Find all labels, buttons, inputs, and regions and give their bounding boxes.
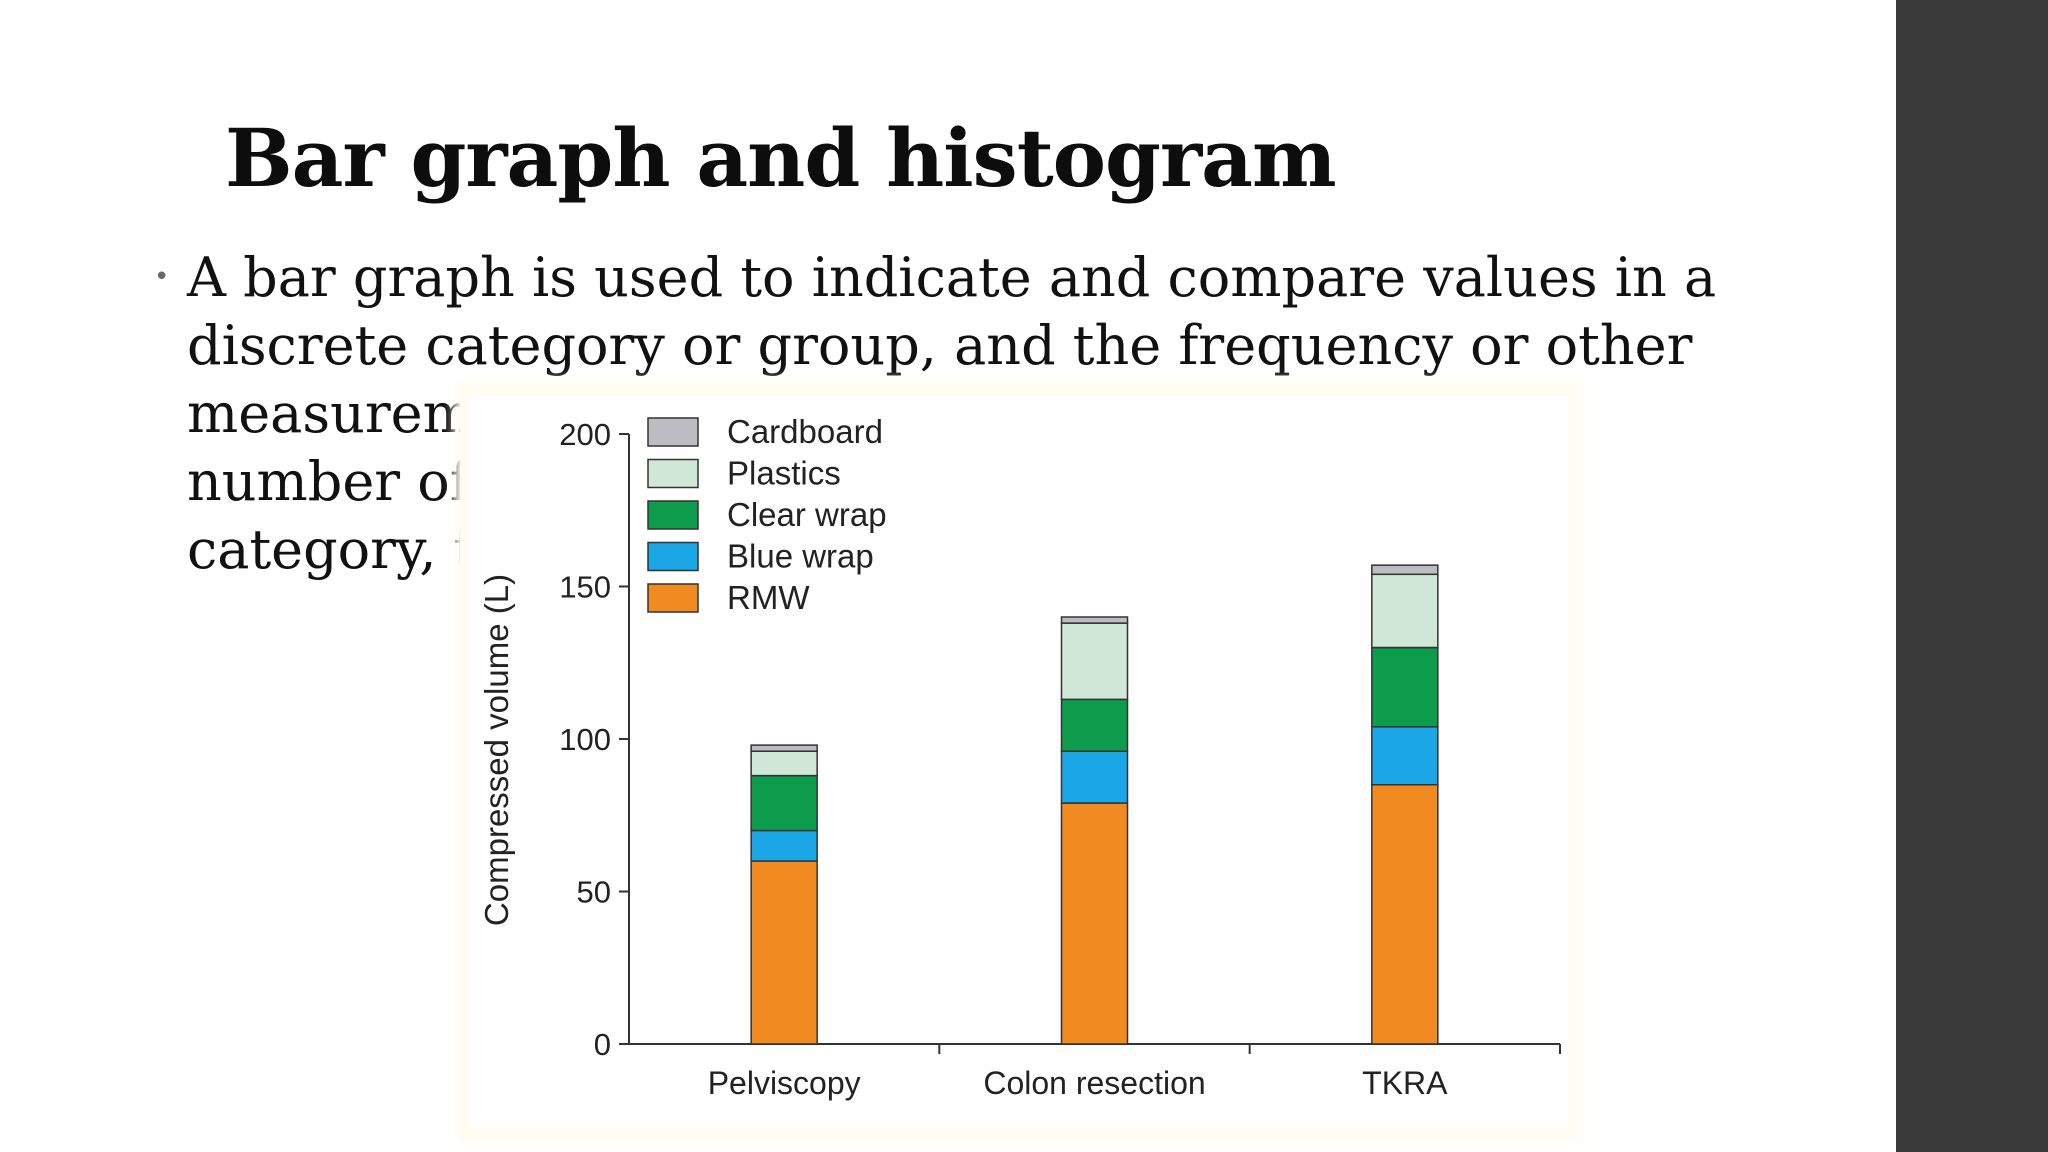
legend-swatch [647, 583, 699, 613]
legend-swatch [647, 541, 699, 572]
x-tick-label: Colon resection [983, 1065, 1205, 1101]
legend-label: Clear wrap [727, 496, 887, 533]
bar-segment [1060, 802, 1129, 1045]
bar-segment [750, 829, 818, 862]
bar-segment [1060, 750, 1129, 804]
y-tick-label: 200 [559, 417, 611, 452]
y-tick-label: 150 [559, 570, 611, 605]
legend-label: Cardboard [727, 413, 883, 450]
side-panel [1896, 0, 2048, 1152]
bar-segment [1371, 784, 1439, 1045]
legend-swatch [647, 500, 699, 530]
legend-label: RMW [727, 579, 810, 616]
y-tick-label: 0 [594, 1027, 611, 1062]
bar-segment [1371, 573, 1439, 649]
chart-figure: 0 50 100 150 200 Pelviscopy Colon resection TKR… [460, 386, 1578, 1138]
bar-segment [1371, 726, 1439, 786]
y-tick-label: 50 [577, 875, 611, 910]
legend-swatch [647, 458, 699, 489]
stacked-bar-chart: 0 50 100 150 200 Pelviscopy Colon resection TKR… [470, 396, 1568, 1128]
bar-segment [1371, 646, 1439, 728]
legend-label: Plastics [727, 455, 841, 492]
x-tick-label: Pelviscopy [708, 1065, 861, 1101]
x-tick-label: TKRA [1362, 1065, 1448, 1101]
slide: Bar graph and histogram • A bar graph is… [154, 111, 1717, 1138]
bar-segment [1060, 622, 1129, 701]
legend-label: Blue wrap [727, 538, 874, 575]
paragraph-line: discrete category or group, and the freq… [187, 314, 1693, 377]
bar-segment [750, 750, 818, 777]
paragraph-line: A bar graph is used to indicate and comp… [187, 246, 1717, 309]
bar-segment [750, 860, 818, 1045]
y-tick-label: 100 [559, 722, 611, 757]
bullet-icon: • [154, 262, 170, 292]
legend-swatch [647, 417, 699, 447]
bar-segment [1060, 698, 1129, 752]
bar-segment [1371, 564, 1439, 576]
slide-title: Bar graph and histogram [225, 111, 1337, 205]
bar-segment [750, 774, 818, 832]
y-axis-label: Compressed volume (L) [478, 574, 515, 926]
bar-segment [750, 744, 818, 752]
bar-segment [1060, 616, 1129, 624]
